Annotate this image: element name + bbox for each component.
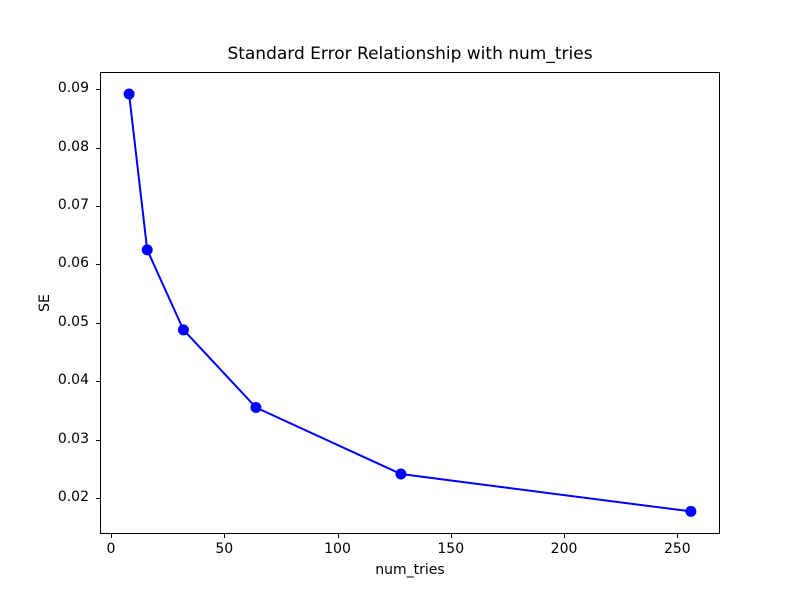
data-point-marker — [141, 244, 153, 256]
data-point-marker — [395, 468, 407, 480]
x-tick-label: 50 — [215, 541, 234, 557]
data-point-marker — [685, 505, 697, 517]
x-tick-mark — [110, 534, 112, 538]
chart-title: Standard Error Relationship with num_tri… — [227, 44, 593, 64]
y-tick-mark — [96, 322, 100, 324]
data-point-marker — [177, 324, 189, 336]
x-tick-mark — [677, 534, 679, 538]
x-tick-label: 100 — [324, 541, 351, 557]
y-tick-label: 0.06 — [57, 255, 89, 272]
y-tick-label: 0.04 — [57, 372, 89, 389]
y-tick-label: 0.08 — [57, 138, 89, 155]
y-tick-mark — [96, 264, 100, 266]
y-tick-mark — [96, 439, 100, 441]
y-axis-label: SE — [37, 294, 53, 312]
x-tick-mark — [564, 534, 566, 538]
y-tick-label: 0.03 — [57, 430, 89, 447]
line-series-canvas — [123, 88, 697, 517]
y-tick-mark — [96, 206, 100, 208]
x-axis-label: num_tries — [375, 562, 445, 578]
y-tick-label: 0.02 — [57, 488, 89, 505]
x-tick-mark — [337, 534, 339, 538]
x-tick-label: 150 — [437, 541, 465, 557]
y-tick-label: 0.05 — [57, 313, 89, 330]
x-tick-label: 250 — [663, 541, 691, 557]
x-tick-label: 0 — [106, 541, 116, 557]
y-tick-label: 0.07 — [57, 197, 89, 214]
series-line — [128, 93, 692, 513]
x-tick-mark — [224, 534, 226, 538]
data-point-marker — [250, 401, 262, 413]
y-tick-mark — [96, 381, 100, 383]
x-tick-label: 200 — [550, 541, 578, 557]
y-tick-mark — [96, 497, 100, 499]
data-point-marker — [123, 88, 135, 100]
y-tick-mark — [96, 147, 100, 149]
y-tick-label: 0.09 — [57, 80, 89, 97]
x-tick-mark — [450, 534, 452, 538]
y-tick-mark — [96, 89, 100, 91]
plot-area: 0 50 100 150 200 250 0.02 0.03 0.04 0.05 0.06 0.07… — [58, 72, 720, 557]
